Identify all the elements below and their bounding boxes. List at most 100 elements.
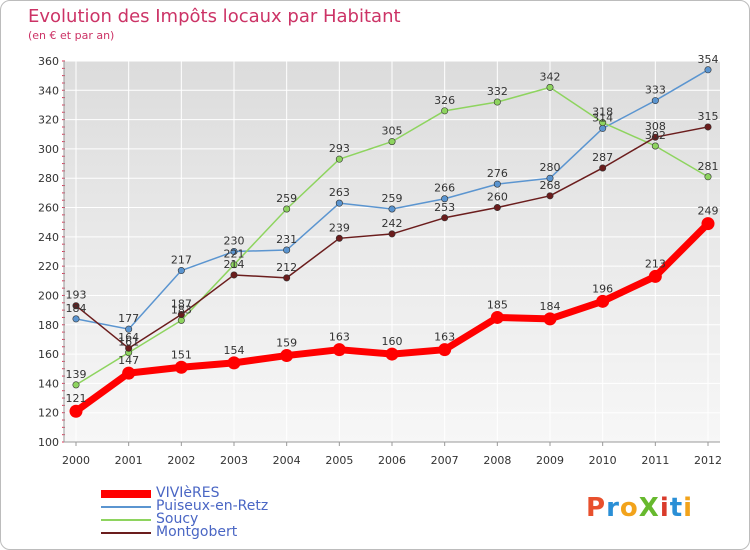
data-label: 315 xyxy=(698,110,719,123)
data-label: 193 xyxy=(66,289,87,302)
data-label: 305 xyxy=(382,125,403,138)
chart-title: Evolution des Impôts locaux par Habitant xyxy=(28,6,401,27)
data-point xyxy=(335,199,343,207)
data-label: 217 xyxy=(171,254,192,267)
data-label: 214 xyxy=(224,258,245,271)
data-label: 161 xyxy=(118,336,139,349)
y-tick-label: 300 xyxy=(38,143,59,156)
data-label: 213 xyxy=(645,257,666,270)
data-label: 259 xyxy=(276,192,297,205)
data-point xyxy=(599,164,607,172)
series-soucy xyxy=(72,83,712,389)
x-tick-label: 2004 xyxy=(273,454,301,467)
data-point xyxy=(493,180,501,188)
data-point xyxy=(283,205,291,213)
data-label: 139 xyxy=(66,368,87,381)
logo-letter: i xyxy=(683,493,694,523)
data-point xyxy=(704,123,712,131)
data-point xyxy=(72,381,80,389)
data-point xyxy=(69,404,83,418)
data-label: 333 xyxy=(645,84,666,97)
data-point xyxy=(177,267,185,275)
data-label: 164 xyxy=(118,331,139,344)
y-tick-label: 140 xyxy=(38,377,59,390)
legend-label: Soucy xyxy=(156,511,199,527)
data-point xyxy=(651,97,659,105)
data-label: 163 xyxy=(434,331,455,344)
data-label: 318 xyxy=(592,106,613,119)
data-point xyxy=(388,138,396,146)
series-puiseux-en-retz xyxy=(72,66,712,333)
data-label: 196 xyxy=(592,282,613,295)
data-label: 242 xyxy=(382,217,403,230)
data-label: 160 xyxy=(382,335,403,348)
data-point xyxy=(543,312,557,326)
chart-subtitle: (en € et par an) xyxy=(28,29,115,42)
data-label: 253 xyxy=(434,201,455,214)
legend-swatch xyxy=(101,532,151,534)
data-label: 342 xyxy=(540,70,561,83)
data-label: 231 xyxy=(276,233,297,246)
data-point xyxy=(546,192,554,200)
data-point xyxy=(493,204,501,212)
data-label: 308 xyxy=(645,120,666,133)
x-tick-label: 2000 xyxy=(62,454,90,467)
logo-letter: P xyxy=(586,493,607,523)
logo-letter: i xyxy=(659,493,670,523)
data-point xyxy=(230,261,238,269)
data-label: 302 xyxy=(645,129,666,142)
data-label: 239 xyxy=(329,221,350,234)
data-label: 159 xyxy=(276,337,297,350)
x-tick-label: 2005 xyxy=(325,454,353,467)
data-label: 314 xyxy=(592,111,613,124)
data-point xyxy=(335,155,343,163)
data-label: 276 xyxy=(487,167,508,180)
x-tick-label: 2011 xyxy=(641,454,669,467)
data-point xyxy=(283,246,291,254)
data-point xyxy=(596,294,610,308)
legend-label: Montgobert xyxy=(156,524,238,540)
data-point xyxy=(227,356,241,370)
legend-label: VIVIèRES xyxy=(156,485,220,501)
data-label: 184 xyxy=(540,300,561,313)
x-tick-label: 2010 xyxy=(589,454,617,467)
data-label: 183 xyxy=(171,303,192,316)
data-point xyxy=(651,133,659,141)
data-label: 221 xyxy=(224,248,245,261)
data-label: 293 xyxy=(329,142,350,155)
series-montgobert xyxy=(72,123,712,352)
data-label: 187 xyxy=(171,298,192,311)
data-point xyxy=(177,311,185,319)
data-point xyxy=(704,173,712,181)
data-point xyxy=(493,98,501,106)
data-label: 147 xyxy=(118,354,139,367)
data-point xyxy=(174,360,188,374)
data-point xyxy=(385,347,399,361)
y-tick-label: 360 xyxy=(38,55,59,68)
data-point xyxy=(388,205,396,213)
data-point xyxy=(441,195,449,203)
series-vivi-res xyxy=(69,217,715,418)
data-point xyxy=(332,343,346,357)
y-tick-label: 340 xyxy=(38,84,59,97)
x-tick-label: 2003 xyxy=(220,454,248,467)
legend-label: Puiseux-en-Retz xyxy=(156,498,269,514)
data-label: 266 xyxy=(434,182,455,195)
data-label: 260 xyxy=(487,191,508,204)
y-tick-label: 120 xyxy=(38,407,59,420)
data-label: 280 xyxy=(540,161,561,174)
data-label: 154 xyxy=(224,344,245,357)
y-tick-label: 180 xyxy=(38,319,59,332)
data-label: 230 xyxy=(224,235,245,248)
y-tick-label: 160 xyxy=(38,348,59,361)
data-label: 249 xyxy=(698,205,719,218)
data-label: 177 xyxy=(118,312,139,325)
data-point xyxy=(438,343,452,357)
data-point xyxy=(72,302,80,310)
data-label: 184 xyxy=(66,302,87,315)
data-point xyxy=(546,174,554,182)
data-label: 287 xyxy=(592,151,613,164)
y-tick-label: 240 xyxy=(38,231,59,244)
data-point xyxy=(125,325,133,333)
